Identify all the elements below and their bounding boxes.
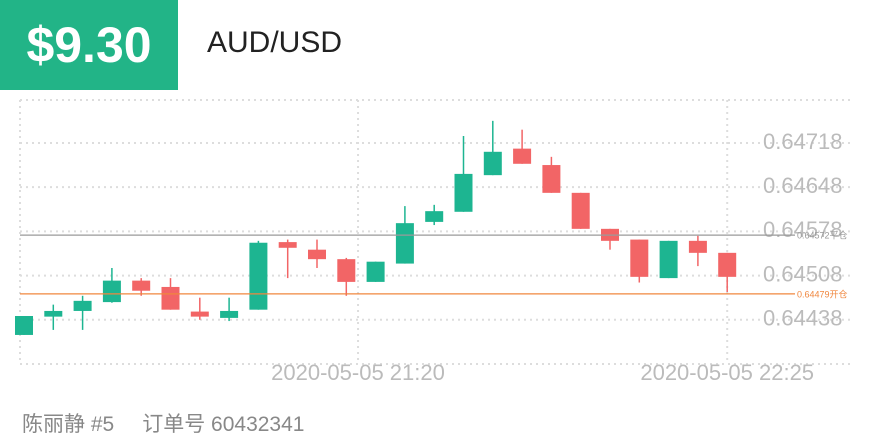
candle-body xyxy=(308,249,326,260)
y-tick-label: 0.64508 xyxy=(763,261,843,286)
y-tick-label: 0.64578 xyxy=(763,217,843,242)
candle-body xyxy=(366,261,385,282)
candle-body xyxy=(161,286,180,310)
candle-body xyxy=(15,316,33,335)
candle-body xyxy=(483,151,502,176)
reference-label: 0.64572平仓 xyxy=(797,230,848,241)
candle-body xyxy=(454,173,473,212)
y-tick-label: 0.64648 xyxy=(763,173,843,198)
x-tick-label: 2020-05-05 22:25 xyxy=(640,360,814,385)
candle-body xyxy=(132,280,151,291)
candle-body xyxy=(249,242,268,310)
trader-name: 陈丽静 #5 xyxy=(22,413,115,436)
candle-body xyxy=(220,310,239,318)
candle-body xyxy=(542,165,561,193)
candle-body xyxy=(659,240,678,279)
candle-body xyxy=(278,242,297,248)
x-tick-label: 2020-05-05 21:20 xyxy=(271,360,445,385)
candle-body xyxy=(73,300,92,311)
candle-body xyxy=(395,223,414,264)
candle-body xyxy=(630,239,649,277)
candle-body xyxy=(718,252,737,277)
candle-body xyxy=(337,259,356,282)
candle-body xyxy=(102,280,121,303)
candle-body xyxy=(425,211,444,222)
footer: 陈丽静 #5 订单号 60432341 xyxy=(22,408,332,438)
candle-body xyxy=(513,148,532,164)
reference-label: 0.64479开仓 xyxy=(797,288,848,299)
candle-body xyxy=(688,240,707,253)
y-tick-label: 0.64438 xyxy=(763,306,843,331)
candle-body xyxy=(571,192,590,229)
y-tick-label: 0.64718 xyxy=(763,129,843,154)
symbol: AUD/USD xyxy=(207,26,343,59)
candle-body xyxy=(190,311,209,317)
candle-body xyxy=(44,310,63,317)
order-number: 订单号 60432341 xyxy=(142,413,305,436)
price-badge: $9.30 xyxy=(0,0,178,90)
chart: 0.64438 0.64508 0.64578 0.64648 0.64718 2020-… xyxy=(15,99,850,385)
